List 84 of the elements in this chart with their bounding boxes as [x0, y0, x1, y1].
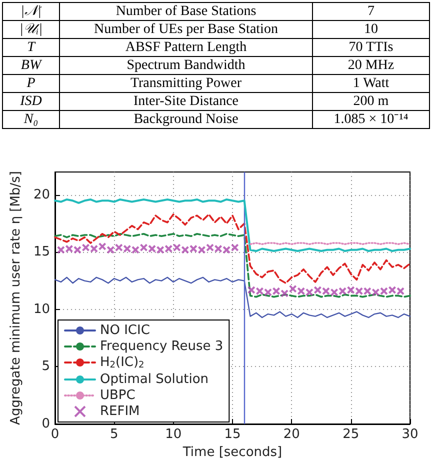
- text: |𝒩|: [2, 2, 60, 20]
- x-tick-label: 25: [342, 427, 360, 442]
- point: [230, 244, 239, 252]
- point: [264, 288, 272, 296]
- y-tick-label: 15: [33, 244, 50, 260]
- x-tick-label: 30: [402, 427, 418, 442]
- point: [148, 244, 156, 253]
- text: ABSF Pattern Length: [60, 38, 312, 56]
- text: Number of Base Stations: [60, 2, 312, 20]
- point: [363, 287, 372, 296]
- point: [106, 246, 115, 254]
- point: [305, 288, 314, 296]
- point: [396, 287, 405, 296]
- point: [65, 244, 74, 253]
- y-tick-label: 20: [33, 187, 50, 202]
- point: [355, 287, 364, 296]
- point: [222, 246, 231, 254]
- text: 7: [312, 2, 430, 20]
- x-tick-label: 20: [283, 427, 300, 442]
- point: [90, 244, 98, 253]
- y-tick-label: 0: [42, 416, 50, 432]
- legend-label: Frequency Reuse 3: [100, 339, 224, 354]
- line-series: [54, 198, 411, 252]
- point: [372, 288, 380, 296]
- point: [272, 287, 280, 296]
- legend-label: UBPC: [100, 388, 136, 403]
- text: 200 m: [312, 92, 430, 110]
- y-axis-title: Aggregate minimum user rate η [Mb/s]: [8, 171, 24, 425]
- text: Transmitting Power: [60, 74, 312, 92]
- point: [256, 287, 264, 296]
- text: 70 TTIs: [312, 38, 430, 56]
- point: [123, 244, 132, 253]
- point: [322, 287, 330, 296]
- point: [346, 286, 355, 294]
- text: Background Noise: [60, 110, 312, 128]
- line-series: [54, 213, 411, 284]
- text: ISD: [2, 92, 60, 110]
- point: [164, 244, 173, 253]
- text: 10: [312, 20, 430, 38]
- point: [73, 246, 82, 254]
- point: [314, 286, 322, 294]
- point: [156, 246, 164, 254]
- text: Spectrum Bandwidth: [60, 56, 312, 74]
- x-tick-label: 15: [224, 427, 241, 442]
- legend-label: NO ICIC: [100, 323, 150, 338]
- text: 1 Watt: [312, 74, 430, 92]
- point: [206, 244, 214, 252]
- line-series: [54, 232, 411, 298]
- point: [172, 244, 181, 252]
- text: 20 MHz: [312, 56, 430, 74]
- x-tick-label: 5: [110, 427, 118, 442]
- point: [198, 246, 206, 254]
- text: Number of UEs per Base Station: [60, 20, 312, 38]
- point: [98, 242, 106, 250]
- y-tick-label: 5: [42, 359, 50, 374]
- point: [288, 284, 297, 293]
- point: [140, 244, 148, 252]
- text: BW: [2, 56, 60, 74]
- point: [297, 287, 306, 296]
- line-series: [54, 276, 411, 318]
- text: T: [2, 38, 60, 56]
- point: [214, 244, 222, 253]
- point: [388, 286, 396, 294]
- text: N₀: [2, 110, 60, 128]
- point: [114, 244, 123, 252]
- text: |𝒰ᵢ|: [2, 20, 60, 38]
- point: [247, 286, 256, 294]
- point: [280, 289, 289, 298]
- legend-label: Optimal Solution: [100, 372, 209, 387]
- point: [56, 246, 65, 254]
- point: [82, 244, 90, 252]
- point: [380, 287, 388, 296]
- text: Inter-Site Distance: [60, 92, 312, 110]
- point: [189, 244, 198, 253]
- point: [181, 246, 190, 254]
- text: 1.085 × 10⁻¹⁴: [312, 110, 430, 128]
- point: [131, 246, 140, 254]
- point: [330, 288, 338, 296]
- point: [338, 287, 347, 296]
- text: P: [2, 74, 60, 92]
- x-tick-label: 10: [165, 427, 182, 442]
- x-axis-title: Time [seconds]: [182, 444, 282, 460]
- y-tick-label: 10: [33, 302, 50, 317]
- legend-label: REFIM: [100, 404, 140, 419]
